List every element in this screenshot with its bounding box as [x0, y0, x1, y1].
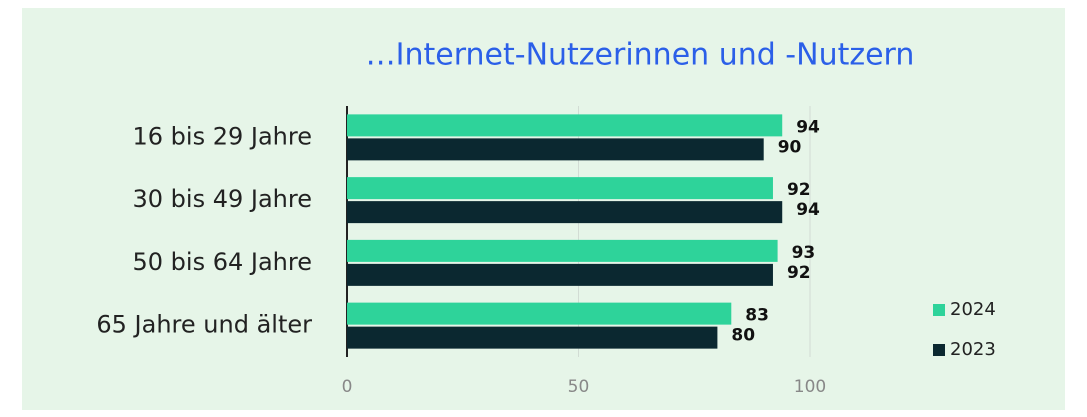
x-tick-label: 50 — [568, 377, 590, 397]
value-label: 90 — [778, 137, 802, 157]
x-tick-label: 0 — [342, 377, 353, 397]
value-label: 83 — [745, 306, 769, 326]
value-label: 94 — [796, 200, 820, 220]
legend-swatch — [933, 304, 945, 316]
y-tick-label: 16 bis 29 Jahre — [133, 122, 312, 150]
bar — [347, 177, 773, 200]
bar — [347, 263, 773, 286]
value-label: 92 — [787, 180, 811, 200]
bar — [347, 114, 783, 137]
bar — [347, 201, 783, 224]
legend-label: 2024 — [950, 299, 996, 320]
legend-label: 2023 — [950, 339, 996, 360]
bar — [347, 239, 778, 262]
value-label: 94 — [796, 117, 820, 137]
bar — [347, 326, 718, 349]
y-tick-label: 30 bis 49 Jahre — [133, 185, 312, 213]
bar — [347, 138, 764, 161]
value-label: 92 — [787, 263, 811, 283]
legend-swatch — [933, 344, 945, 356]
y-tick-label: 65 Jahre und älter — [96, 311, 312, 339]
x-tick-label: 100 — [794, 377, 826, 397]
value-label: 93 — [792, 243, 816, 263]
value-label: 80 — [731, 326, 755, 346]
bar — [347, 302, 732, 325]
y-tick-label: 50 bis 64 Jahre — [133, 248, 312, 276]
chart-title: …Internet-Nutzerinnen und -Nutzern — [366, 38, 915, 73]
